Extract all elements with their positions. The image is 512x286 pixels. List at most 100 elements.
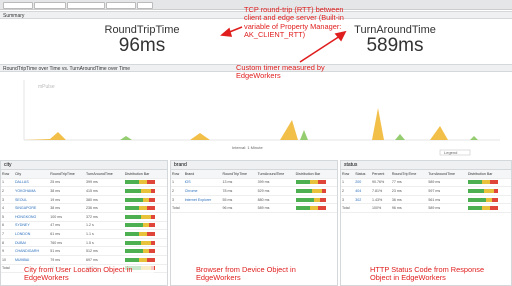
table-cell: 589 ms	[256, 203, 295, 213]
distribution-bar	[124, 257, 155, 262]
distribution-segment	[320, 197, 326, 202]
column-header: RoundTripTime	[49, 170, 86, 179]
arrows	[220, 26, 347, 63]
distribution-segment	[318, 206, 326, 211]
distribution-segment	[139, 180, 148, 185]
filter-button[interactable]	[67, 2, 105, 9]
table-row: 9 CHANDIGARH 51 ms 512 ms	[1, 246, 167, 256]
distribution-segment	[124, 197, 144, 202]
table-cell: 3	[171, 195, 184, 205]
distribution-segment	[486, 197, 493, 202]
table-row: Total 100% 96 ms 589 ms	[341, 203, 511, 213]
distribution-segment	[147, 231, 155, 236]
table-cell: 7.81%	[371, 186, 391, 196]
distribution-segment	[124, 223, 144, 228]
table-cell: 1	[171, 178, 184, 188]
column-header: TurnAroundTime	[427, 170, 467, 179]
table-row: 10 MUMBAI 79 ms 697 ms	[1, 255, 167, 265]
distribution-cell	[123, 229, 167, 239]
table-cell: 589 ms	[427, 203, 467, 213]
table-cell: 36 ms	[390, 195, 428, 205]
column-header: TurnAroundTime	[256, 170, 295, 179]
distribution-bar	[124, 206, 155, 211]
distribution-segment	[492, 197, 498, 202]
table-cell: 1	[1, 178, 14, 188]
distribution-cell	[123, 195, 167, 205]
table-cell: LONDON	[13, 229, 50, 239]
distribution-segment	[151, 240, 155, 245]
filter-button[interactable]	[34, 2, 66, 9]
table-cell: 1.5 s	[85, 238, 124, 248]
table-cell: 5	[1, 212, 14, 222]
distribution-segment	[467, 206, 483, 211]
time-chart: mPulse	[23, 80, 500, 156]
table-row: 5 HONGKONG 100 ms 372 ms	[1, 212, 167, 222]
table-cell: 236 ms	[85, 203, 124, 213]
distribution-segment	[139, 206, 148, 211]
distribution-segment	[124, 257, 140, 262]
column-header: Row	[1, 170, 14, 179]
metric-label: RoundTripTime	[104, 24, 180, 36]
distribution-segment	[141, 214, 152, 219]
distribution-cell	[123, 255, 167, 265]
legend-label[interactable]: Legend	[444, 150, 458, 155]
table-row: 1 200 90.76% 77 ms 589 ms	[341, 178, 511, 188]
table-cell: 4	[1, 203, 14, 213]
column-header: Distribution Bar	[466, 170, 511, 179]
table-cell: 1	[341, 178, 355, 188]
filter-button[interactable]	[137, 2, 153, 9]
table-row: 2 YOKOHAMA 38 ms 415 ms	[1, 186, 167, 196]
table-cell: Total	[171, 203, 184, 213]
panel: city Row City RoundTripTime TurnAroundTime Di…	[0, 160, 168, 286]
filter-button[interactable]	[106, 2, 136, 9]
distribution-bar	[124, 188, 155, 193]
table-cell: DUBAI	[13, 238, 50, 248]
column-header: Distribution Bar	[123, 170, 167, 179]
column-header: Brand	[183, 170, 222, 179]
table-cell: 23 ms	[390, 186, 428, 196]
distribution-segment	[143, 249, 150, 254]
table-cell: YOKOHAMA	[13, 186, 50, 196]
distribution-segment	[151, 214, 155, 219]
arrowhead	[334, 30, 347, 42]
table-cell: 7	[1, 229, 14, 239]
legend-box[interactable]	[439, 149, 471, 156]
filter-button[interactable]	[3, 2, 33, 9]
distribution-segment	[143, 197, 150, 202]
distribution-segment	[321, 188, 326, 193]
table-cell: CHANDIGARH	[13, 246, 50, 256]
table-cell: 415 ms	[85, 186, 124, 196]
distribution-cell	[466, 195, 511, 205]
column-header: City	[13, 170, 50, 179]
table-cell	[354, 203, 372, 213]
arrow	[299, 35, 341, 63]
distribution-cell	[123, 203, 167, 213]
distribution-bar	[124, 214, 155, 219]
distribution-segment	[149, 223, 155, 228]
distribution-segment	[147, 180, 155, 185]
table-row: 1 DALLAS 25 ms 399 ms	[1, 178, 167, 188]
distribution-segment	[139, 257, 148, 262]
distribution-bar	[295, 188, 326, 193]
distribution-segment	[149, 249, 155, 254]
distribution-segment	[484, 188, 495, 193]
distribution-bar	[124, 249, 155, 254]
distribution-bar	[124, 223, 155, 228]
header-row: Row Brand RoundTripTime TurnAroundTime Distr…	[171, 170, 337, 179]
distribution-segment	[124, 231, 140, 236]
table-cell: 51 ms	[49, 246, 86, 256]
distribution-segment	[467, 180, 483, 185]
distribution-cell	[466, 203, 511, 213]
distribution-segment	[124, 188, 142, 193]
table-cell: HONGKONG	[13, 212, 50, 222]
table-row: 7 LONDON 61 ms 1.1 s	[1, 229, 167, 239]
distribution-cell	[294, 186, 337, 196]
table-cell: Total	[341, 203, 355, 213]
distribution-cell	[123, 238, 167, 248]
distribution-bar	[467, 206, 498, 211]
distribution-segment	[467, 197, 487, 202]
distribution-segment	[494, 188, 498, 193]
table-row: 3 SEOUL 19 ms 380 ms	[1, 195, 167, 205]
table-cell: 1.43%	[371, 195, 391, 205]
